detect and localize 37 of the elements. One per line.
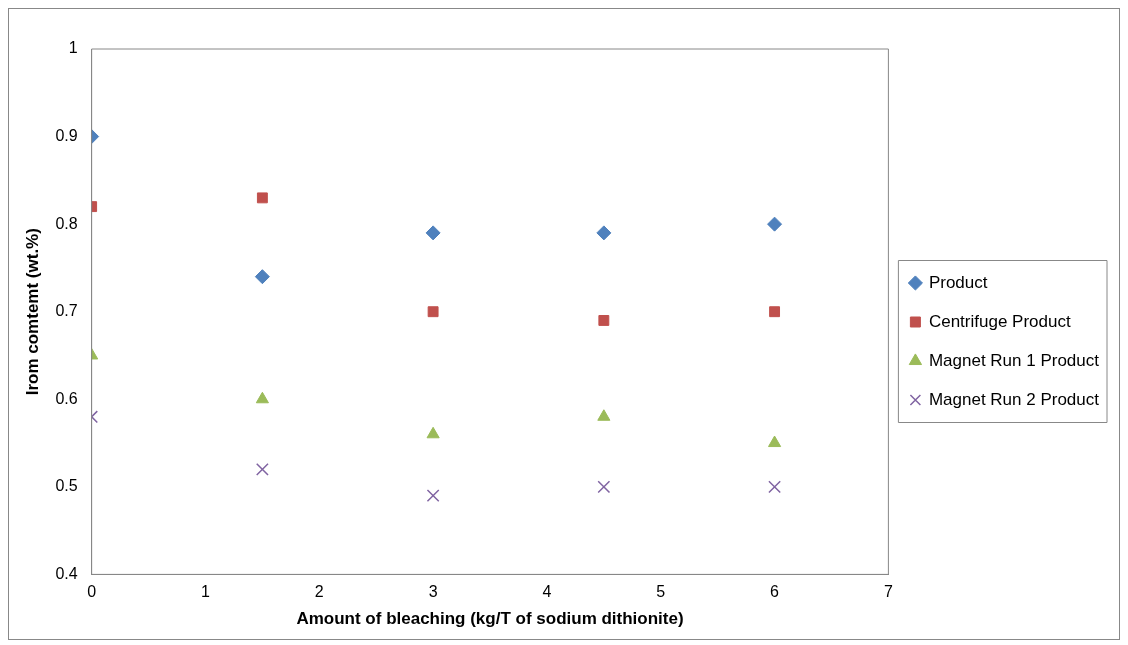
x-axis-title: Amount of bleaching (kg/T of sodium dithionite): [296, 609, 684, 629]
point: [426, 426, 440, 439]
point: [254, 269, 270, 285]
point: [596, 225, 612, 241]
legend-label: Centrifuge Product: [928, 311, 1071, 331]
y-tick-label: 0.5: [55, 477, 78, 495]
y-axis-title: Irom comtemt (wt.%): [22, 228, 42, 396]
y-tick-label: 0.6: [55, 389, 78, 407]
x-tick-label: 2: [314, 583, 324, 601]
point: [597, 480, 611, 494]
y-tick-label: 0.7: [55, 302, 78, 320]
legend-label: Magnet Run 2 Product: [928, 389, 1100, 409]
legend-label: Magnet Run 1 Product: [928, 350, 1100, 370]
point: [255, 391, 269, 404]
point: [768, 435, 782, 448]
x-tick-label: 7: [883, 583, 893, 601]
point: [425, 225, 441, 241]
point: [768, 480, 781, 494]
point: [597, 409, 611, 421]
point: [427, 306, 439, 318]
x-tick-label: 6: [770, 583, 780, 601]
point: [598, 315, 610, 326]
x-tick-label: 4: [542, 583, 552, 601]
point: [426, 489, 440, 502]
point: [255, 462, 269, 476]
x-tick-label: 5: [656, 583, 666, 601]
point: [769, 306, 781, 318]
x-tick-label: 0: [87, 583, 97, 601]
y-tick-label: 0.4: [55, 564, 78, 582]
point: [767, 216, 783, 232]
y-tick-label: 0.9: [55, 126, 78, 144]
legend-label: Product: [928, 272, 988, 292]
x-tick-label: 1: [201, 583, 211, 601]
x-tick-label: 3: [428, 583, 438, 601]
y-tick-label: 0.8: [55, 214, 78, 232]
y-tick-label: 1: [68, 39, 78, 57]
point: [256, 192, 268, 204]
